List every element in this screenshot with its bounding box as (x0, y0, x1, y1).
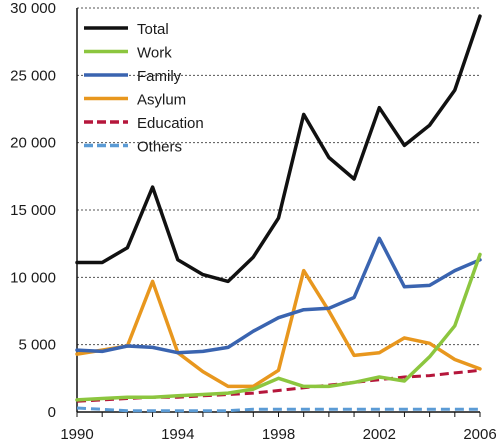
gridlines (77, 7, 480, 346)
x-tick-label: 1990 (60, 426, 93, 443)
y-tick-label: 30 000 (10, 0, 56, 17)
y-tick-label: 20 000 (10, 135, 56, 152)
x-tick-label: 2006 (463, 426, 496, 443)
legend-label-work: Work (137, 45, 172, 62)
series-lines (75, 14, 482, 413)
series-line-work (75, 252, 482, 402)
y-tick-label: 15 000 (10, 202, 56, 219)
series-line-asylum (75, 268, 482, 389)
axes (76, 8, 481, 417)
legend-label-total: Total (137, 21, 169, 38)
x-axis-tick-labels: 1990 1994 1998 2002 2006 (60, 426, 496, 443)
y-tick-label: 10 000 (10, 269, 56, 286)
legend-label-others: Others (137, 139, 182, 156)
y-tick-label: 5 000 (18, 337, 56, 354)
legend-label-asylum: Asylum (137, 92, 186, 109)
x-tick-label: 1998 (262, 426, 295, 443)
legend-label-education: Education (137, 115, 204, 132)
series-line-education (76, 368, 481, 403)
x-tick-label: 1994 (161, 426, 194, 443)
legend: Total Work Family Asylum Education Others (84, 21, 204, 156)
y-axis-tick-labels: 0 5 000 10 000 15 000 20 000 25 000 30 000 (10, 0, 56, 421)
y-tick-label: 25 000 (10, 67, 56, 84)
series-line-others (76, 406, 480, 413)
series-line-family (75, 236, 482, 355)
x-tick-label: 2002 (363, 426, 396, 443)
series-line-total (75, 14, 482, 284)
legend-label-family: Family (137, 68, 182, 85)
y-tick-label: 0 (48, 404, 56, 421)
